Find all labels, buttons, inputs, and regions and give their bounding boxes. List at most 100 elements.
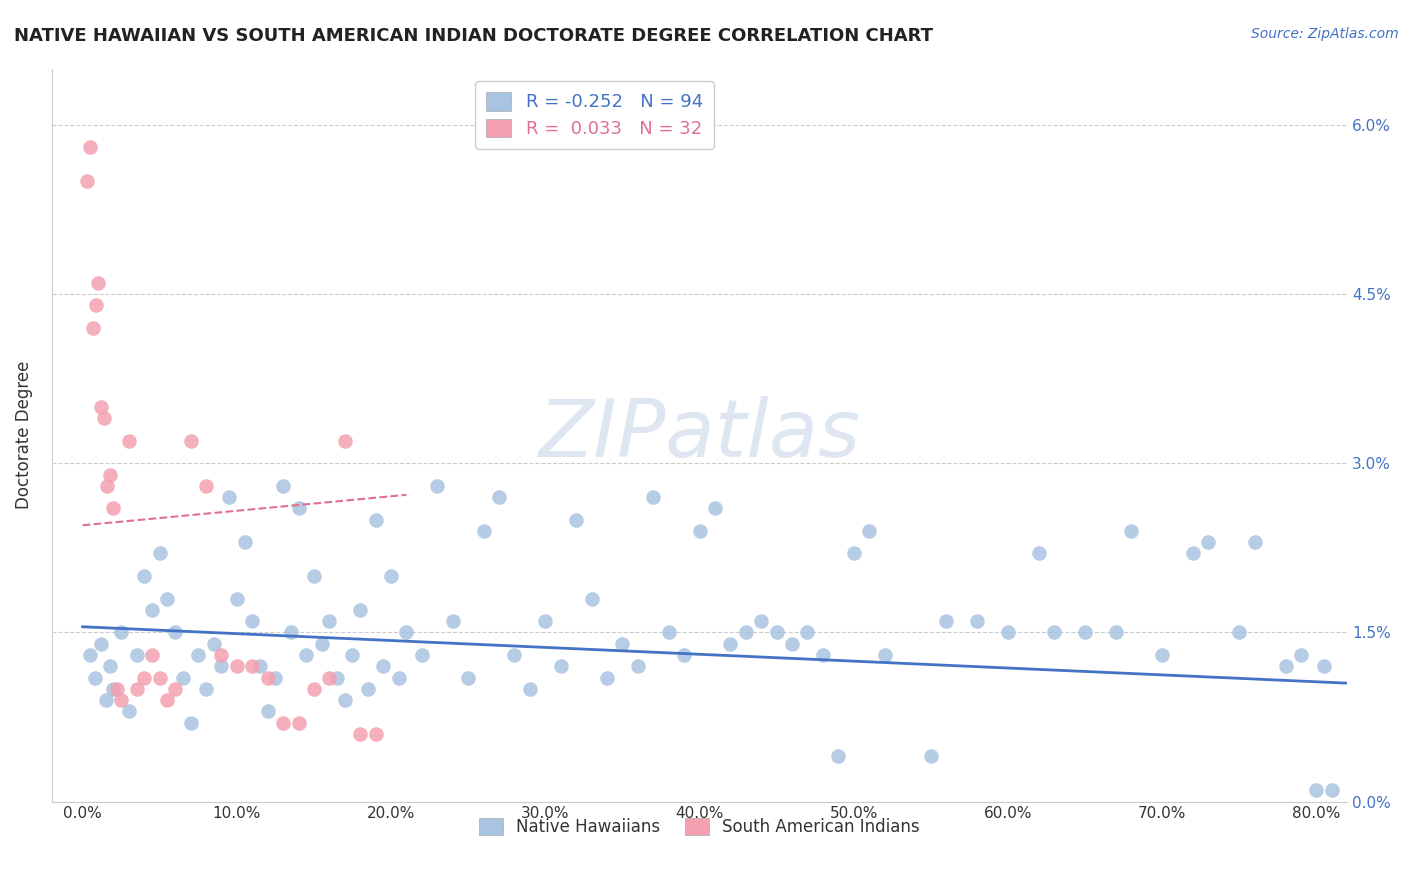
Point xyxy=(87,276,110,290)
Point xyxy=(240,659,263,673)
Point xyxy=(997,625,1019,640)
Point xyxy=(93,411,115,425)
Point xyxy=(1043,625,1066,640)
Point xyxy=(380,569,402,583)
Point xyxy=(225,659,247,673)
Point xyxy=(519,681,541,696)
Point xyxy=(280,625,302,640)
Text: Source: ZipAtlas.com: Source: ZipAtlas.com xyxy=(1251,27,1399,41)
Point xyxy=(920,749,942,764)
Point xyxy=(295,648,318,662)
Point xyxy=(1274,659,1296,673)
Point xyxy=(643,490,665,504)
Point xyxy=(82,321,104,335)
Point xyxy=(388,671,411,685)
Point xyxy=(689,524,711,538)
Point xyxy=(811,648,834,662)
Point xyxy=(349,727,371,741)
Point xyxy=(718,637,741,651)
Point xyxy=(873,648,896,662)
Point xyxy=(103,681,125,696)
Point xyxy=(472,524,495,538)
Point xyxy=(333,434,356,448)
Point xyxy=(172,671,194,685)
Point xyxy=(156,693,179,707)
Point xyxy=(411,648,433,662)
Point xyxy=(225,591,247,606)
Point xyxy=(256,704,278,718)
Point xyxy=(125,648,148,662)
Point xyxy=(271,479,294,493)
Point xyxy=(256,671,278,685)
Point xyxy=(96,479,118,493)
Point xyxy=(94,693,117,707)
Point xyxy=(673,648,696,662)
Point xyxy=(796,625,818,640)
Point xyxy=(765,625,787,640)
Point xyxy=(1152,648,1174,662)
Point xyxy=(134,671,156,685)
Point xyxy=(165,681,187,696)
Point xyxy=(194,479,217,493)
Point xyxy=(287,501,309,516)
Point xyxy=(342,648,364,662)
Point xyxy=(1028,546,1050,560)
Point xyxy=(271,715,294,730)
Legend: Native Hawaiians, South American Indians: Native Hawaiians, South American Indians xyxy=(471,810,928,845)
Point xyxy=(209,659,232,673)
Point xyxy=(966,614,988,628)
Point xyxy=(149,671,172,685)
Point xyxy=(457,671,479,685)
Point xyxy=(1074,625,1097,640)
Point xyxy=(134,569,156,583)
Point xyxy=(156,591,179,606)
Point xyxy=(311,637,333,651)
Point xyxy=(264,671,287,685)
Text: ZIPatlas: ZIPatlas xyxy=(538,396,860,474)
Point xyxy=(1313,659,1336,673)
Point xyxy=(935,614,957,628)
Point xyxy=(858,524,880,538)
Point xyxy=(302,681,325,696)
Point xyxy=(734,625,756,640)
Point xyxy=(333,693,356,707)
Point xyxy=(827,749,849,764)
Point xyxy=(627,659,650,673)
Point xyxy=(488,490,510,504)
Point xyxy=(110,693,132,707)
Point xyxy=(658,625,681,640)
Point xyxy=(125,681,148,696)
Point xyxy=(180,715,202,730)
Point xyxy=(209,648,232,662)
Point xyxy=(180,434,202,448)
Point xyxy=(98,467,121,482)
Text: NATIVE HAWAIIAN VS SOUTH AMERICAN INDIAN DOCTORATE DEGREE CORRELATION CHART: NATIVE HAWAIIAN VS SOUTH AMERICAN INDIAN… xyxy=(14,27,934,45)
Point xyxy=(373,659,395,673)
Point xyxy=(842,546,865,560)
Point xyxy=(395,625,418,640)
Point xyxy=(302,569,325,583)
Point xyxy=(165,625,187,640)
Point xyxy=(141,603,163,617)
Point xyxy=(1227,625,1250,640)
Point xyxy=(84,671,107,685)
Point xyxy=(349,603,371,617)
Point xyxy=(90,637,112,651)
Point xyxy=(1305,783,1327,797)
Point xyxy=(503,648,526,662)
Point xyxy=(1243,535,1265,549)
Point xyxy=(249,659,271,673)
Point xyxy=(364,727,387,741)
Point xyxy=(79,648,101,662)
Point xyxy=(90,400,112,414)
Point xyxy=(149,546,172,560)
Point xyxy=(118,704,141,718)
Point xyxy=(565,513,588,527)
Point xyxy=(202,637,225,651)
Point xyxy=(79,140,101,154)
Point xyxy=(596,671,619,685)
Point xyxy=(581,591,603,606)
Point xyxy=(1320,783,1343,797)
Point xyxy=(187,648,209,662)
Point xyxy=(612,637,634,651)
